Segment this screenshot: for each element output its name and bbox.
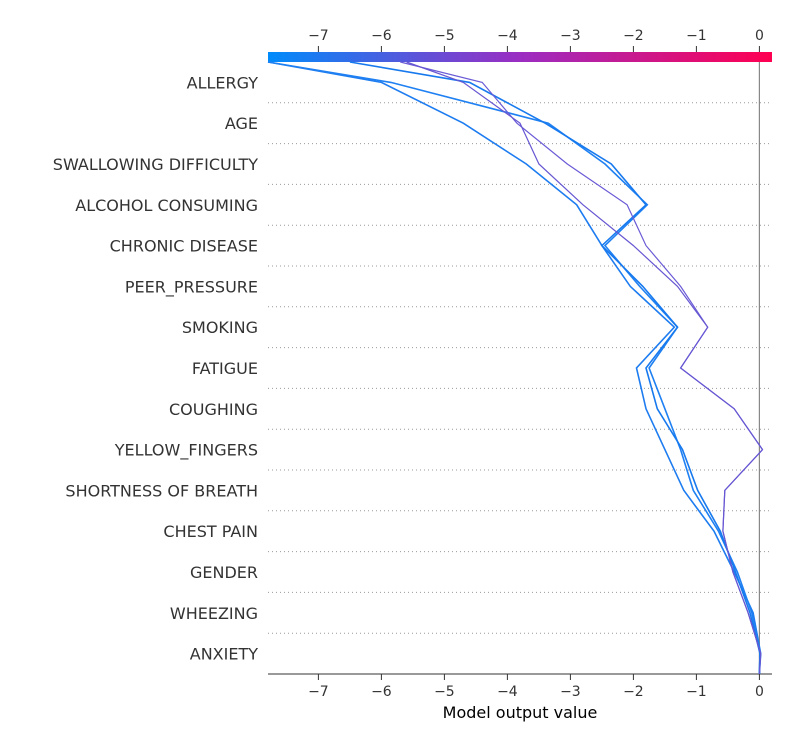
feature-label: YELLOW_FINGERS xyxy=(114,441,258,461)
bottom-tick-label: −5 xyxy=(434,684,455,700)
decision-line xyxy=(267,61,762,675)
feature-label: CHEST PAIN xyxy=(163,522,258,541)
feature-label: SWALLOWING DIFFICULTY xyxy=(53,155,258,174)
feature-label: ALLERGY xyxy=(187,73,259,92)
decision-line xyxy=(400,61,764,675)
bottom-axis: −7 −6 −5 −4 −3 −2 −1 0 xyxy=(268,673,772,700)
feature-label: AGE xyxy=(225,114,258,133)
decision-line xyxy=(349,61,761,675)
bottom-tick-label: −4 xyxy=(497,684,518,700)
top-tick-label: 0 xyxy=(755,28,764,44)
top-tick-label: −6 xyxy=(371,28,392,44)
top-tick-label: −3 xyxy=(560,28,581,44)
bottom-tick-label: −1 xyxy=(686,684,707,700)
feature-labels: ALLERGY AGE SWALLOWING DIFFICULTY ALCOHOL C… xyxy=(53,73,258,663)
feature-label: ALCOHOL CONSUMING xyxy=(75,196,258,215)
feature-label: SHORTNESS OF BREATH xyxy=(65,481,258,500)
x-axis-title: Model output value xyxy=(443,703,598,722)
bottom-tick-label: −2 xyxy=(623,684,644,700)
top-tick-label: −1 xyxy=(686,28,707,44)
decision-line xyxy=(267,61,761,675)
bottom-tick-label: −6 xyxy=(371,684,392,700)
bottom-tick-label: −7 xyxy=(308,684,329,700)
decision-lines xyxy=(267,61,764,675)
colorbar-gradient xyxy=(268,52,772,62)
feature-label: ANXIETY xyxy=(190,645,258,664)
feature-label: FATIGUE xyxy=(192,359,258,378)
colorbar xyxy=(268,52,772,62)
decision-line xyxy=(406,61,764,675)
top-tick-label: −5 xyxy=(434,28,455,44)
feature-label: PEER_PRESSURE xyxy=(125,277,258,297)
top-tick-label: −7 xyxy=(308,28,329,44)
bottom-tick-label: −3 xyxy=(560,684,581,700)
feature-label: SMOKING xyxy=(182,318,258,337)
feature-label: COUGHING xyxy=(169,400,258,419)
top-tick-label: −2 xyxy=(623,28,644,44)
top-tick-label: −4 xyxy=(497,28,518,44)
feature-label: WHEEZING xyxy=(170,604,258,623)
feature-label: CHRONIC DISEASE xyxy=(110,237,258,256)
feature-label: GENDER xyxy=(190,563,258,582)
top-axis: −7 −6 −5 −4 −3 −2 −1 0 xyxy=(308,28,764,52)
gridlines xyxy=(268,62,772,675)
bottom-tick-label: 0 xyxy=(755,684,764,700)
